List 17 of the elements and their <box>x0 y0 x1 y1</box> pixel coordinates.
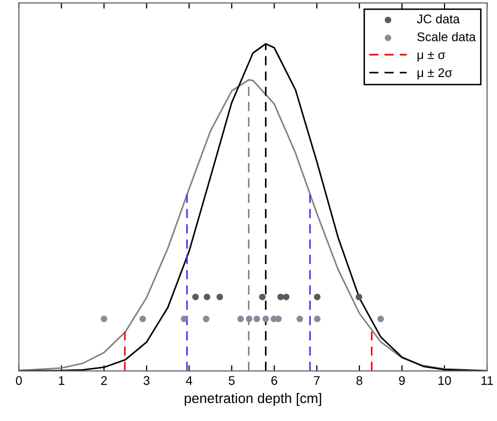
x-tick-label: 11 <box>482 376 493 385</box>
x-tick-label: 7 <box>314 376 320 385</box>
x-tick-label: 4 <box>186 376 192 385</box>
legend-label: μ ± σ <box>418 52 446 62</box>
x-tick-label: 8 <box>356 376 362 385</box>
legend-label: Scale data <box>417 32 476 42</box>
x-tick-label: 10 <box>438 376 451 385</box>
x-tick-label: 3 <box>144 376 150 385</box>
x-tick-label: 6 <box>271 376 278 385</box>
x-axis-title: penetration depth [cm] <box>184 392 322 406</box>
legend-label: JC data <box>416 14 460 24</box>
legend-label: μ ± 2σ <box>418 68 452 80</box>
x-tick-label: 0 <box>16 376 22 385</box>
x-tick-label: 1 <box>58 376 64 385</box>
x-tick-label: 9 <box>399 376 405 385</box>
x-tick-label: 2 <box>101 376 107 385</box>
x-tick-label: 5 <box>228 376 235 385</box>
